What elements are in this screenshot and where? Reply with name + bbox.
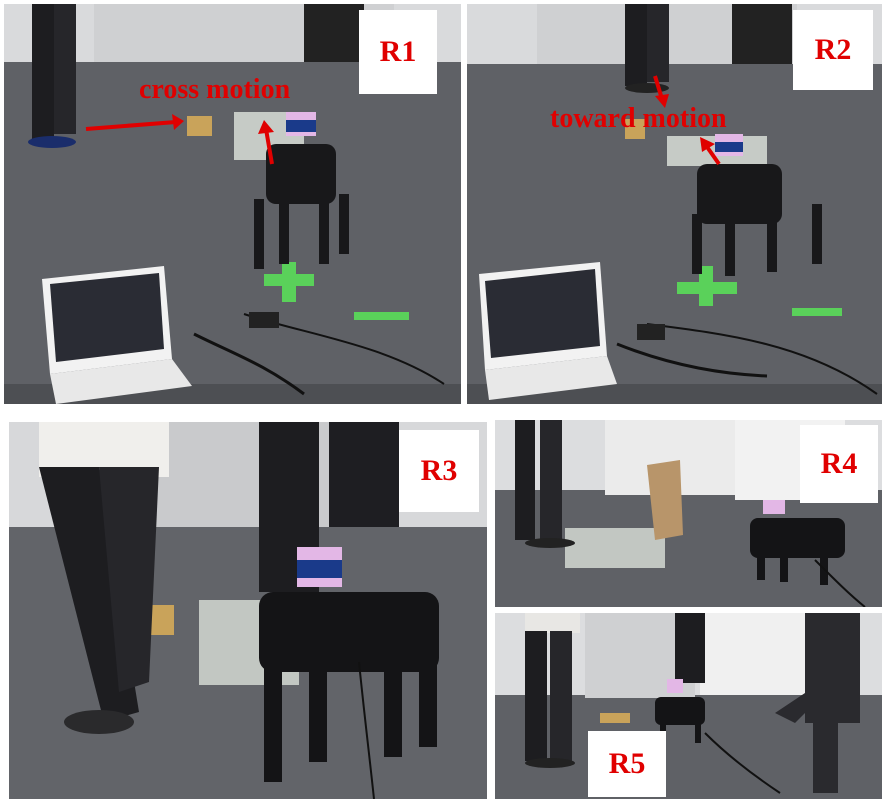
panel-label-r4: R4 <box>800 425 878 503</box>
annotation-toward-motion: toward motion <box>550 103 727 134</box>
panel-r5: R5 <box>495 613 882 799</box>
panel-label-r2: R2 <box>793 10 873 90</box>
photo-r4 <box>495 420 882 607</box>
panel-r2: R2 toward motion <box>467 4 882 404</box>
panel-r3: R3 <box>9 422 487 799</box>
panel-label-r5: R5 <box>588 731 666 797</box>
panel-label-r1: R1 <box>359 10 437 94</box>
panel-label-r3: R3 <box>399 430 479 512</box>
photo-r5 <box>495 613 882 799</box>
panel-r1: R1 cross motion <box>4 4 461 404</box>
photo-r3 <box>9 422 487 799</box>
annotation-cross-motion: cross motion <box>139 74 291 105</box>
panel-r4: R4 <box>495 420 882 607</box>
